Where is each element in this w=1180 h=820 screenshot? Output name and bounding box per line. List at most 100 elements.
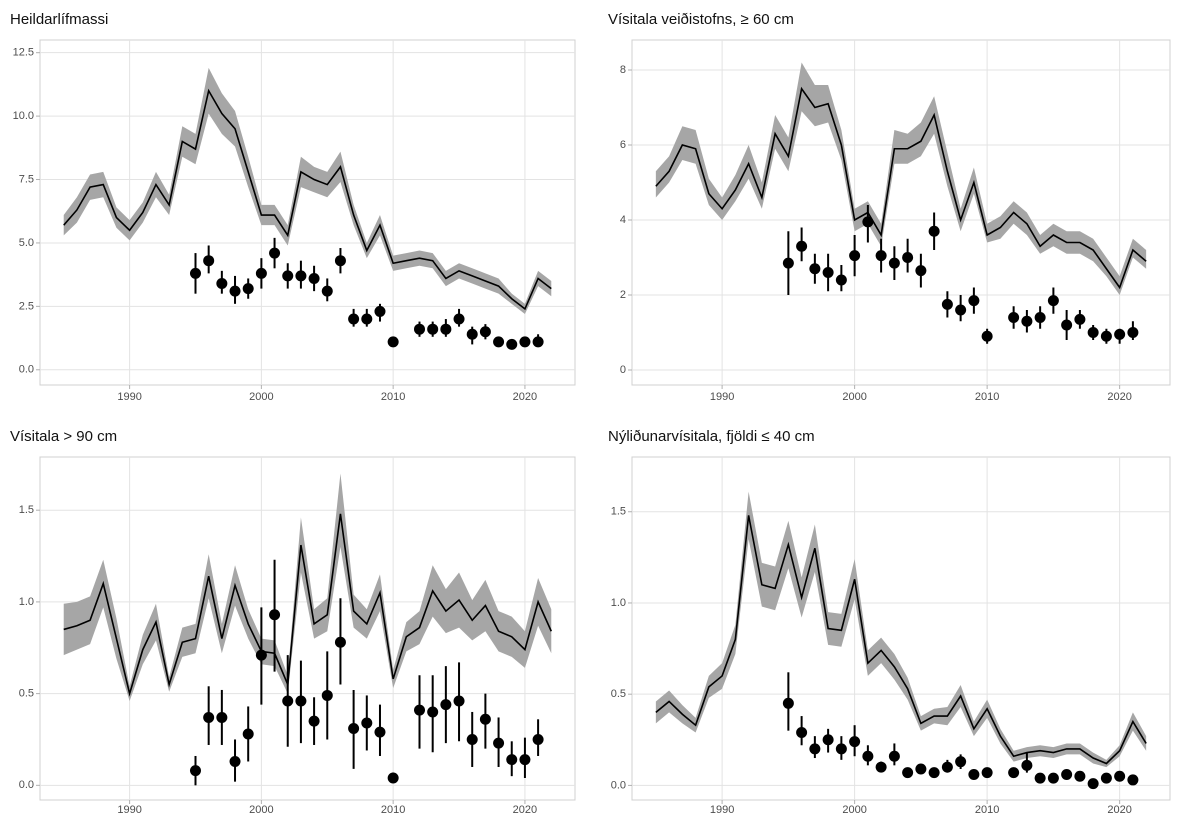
y-tick-label: 0 [620, 364, 626, 376]
survey-point [361, 717, 373, 729]
x-tick-label: 2020 [513, 391, 537, 403]
survey-point [308, 272, 320, 284]
x-tick-label: 1990 [117, 391, 141, 403]
survey-point [414, 323, 426, 335]
survey-point [1034, 772, 1046, 784]
survey-point [888, 750, 900, 762]
survey-point [348, 313, 360, 325]
x-tick-label: 2010 [975, 804, 999, 816]
panel-title: Nýliðunarvísitala, fjöldi ≤ 40 cm [608, 428, 815, 445]
panel: Vísitala > 90 cm 0.0 0.5 1.0 1.5 1990 2000 2010… [10, 428, 576, 816]
survey-point [282, 270, 294, 282]
x-tick-label: 2020 [1107, 391, 1131, 403]
y-tick-label: 0.0 [611, 779, 626, 791]
survey-point [981, 767, 993, 779]
model-line [655, 515, 1147, 765]
survey-point [466, 733, 478, 745]
y-tick-label: 8 [620, 64, 626, 76]
survey-point [1074, 770, 1086, 782]
survey-point [902, 767, 914, 779]
survey-point [1100, 772, 1112, 784]
panel-title: Vísitala > 90 cm [10, 428, 117, 445]
model-line [63, 513, 553, 697]
survey-point [915, 763, 927, 775]
survey-point [493, 336, 505, 348]
survey-point [955, 756, 967, 768]
survey-point [242, 728, 254, 740]
survey-point [374, 305, 386, 317]
survey-point [888, 257, 900, 269]
survey-point [519, 754, 531, 766]
survey-point [229, 755, 241, 767]
survey-point [1061, 768, 1073, 780]
survey-point [519, 336, 531, 348]
y-tick-label: 0.5 [611, 688, 626, 700]
survey-point [242, 283, 254, 295]
survey-point [255, 649, 267, 661]
model-line [63, 88, 552, 311]
survey-point [1021, 759, 1033, 771]
survey-point [506, 754, 518, 766]
panel: Vísitala veiðistofns, ≥ 60 cm 0 2 4 6 8 1990 20… [608, 11, 1171, 403]
survey-point [822, 267, 834, 278]
survey-point [216, 278, 228, 290]
x-tick-label: 2000 [842, 391, 866, 403]
x-tick-label: 2010 [975, 391, 999, 403]
survey-point [295, 695, 307, 707]
y-tick-label: 2 [620, 289, 626, 301]
survey-point [282, 695, 294, 707]
survey-point [348, 722, 360, 734]
survey-point [493, 737, 505, 749]
survey-point [968, 768, 980, 780]
survey-point [269, 247, 281, 259]
x-tick-label: 2000 [842, 804, 866, 816]
x-tick-label: 2020 [1107, 804, 1131, 816]
y-tick-label: 6 [620, 139, 626, 151]
y-tick-label: 4 [620, 214, 626, 226]
survey-point [928, 767, 940, 779]
survey-point [928, 225, 940, 237]
survey-point [269, 609, 281, 621]
x-tick-label: 1990 [710, 804, 734, 816]
plot-background [631, 456, 1171, 801]
y-tick-label: 10.0 [13, 110, 34, 122]
survey-point [849, 250, 861, 262]
survey-point [796, 726, 808, 738]
survey-point [915, 265, 927, 277]
x-tick-label: 1990 [710, 391, 734, 403]
y-tick-label: 1.0 [19, 596, 34, 608]
x-tick-label: 2010 [381, 391, 405, 403]
survey-point [216, 711, 228, 723]
survey-point [532, 733, 544, 745]
survey-point [1008, 312, 1020, 323]
y-tick-label: 1.5 [611, 506, 626, 518]
x-tick-label: 2000 [249, 804, 273, 816]
panel-title: Vísitala veiðistofns, ≥ 60 cm [608, 11, 794, 28]
survey-point [427, 323, 439, 335]
survey-point [229, 285, 241, 297]
survey-point [941, 298, 953, 310]
survey-point [875, 250, 887, 262]
model-line [655, 86, 1147, 290]
survey-point [308, 715, 320, 727]
x-tick-label: 2010 [381, 804, 405, 816]
survey-point [387, 336, 399, 348]
survey-point [849, 736, 861, 748]
survey-point [955, 304, 967, 316]
survey-point [453, 313, 465, 325]
survey-point [875, 761, 887, 773]
confidence-band [63, 67, 552, 314]
confidence-band [655, 491, 1147, 768]
y-tick-label: 7.5 [19, 173, 34, 185]
y-tick-label: 1.5 [19, 504, 34, 516]
survey-point [809, 743, 821, 755]
survey-point [1074, 313, 1086, 325]
survey-point [902, 252, 914, 263]
survey-point [374, 726, 386, 738]
survey-point [321, 689, 333, 701]
survey-point [203, 255, 215, 267]
survey-point [479, 326, 491, 338]
survey-point [835, 743, 847, 755]
